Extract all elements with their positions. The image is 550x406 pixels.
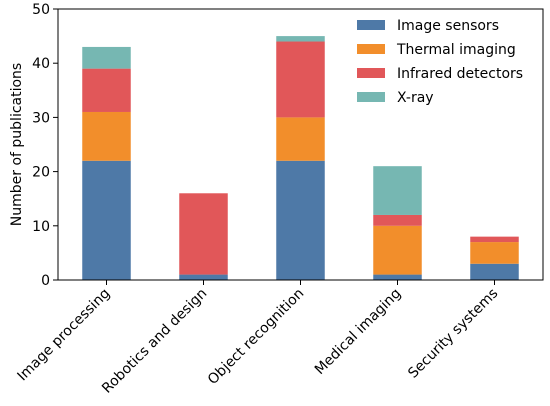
legend-swatch [357, 20, 385, 30]
legend-label: Image sensors [397, 18, 499, 34]
bar-segment-image-sensors-medical-imaging [373, 274, 422, 280]
legend: Image sensors Thermal imaging Infrared det… [357, 18, 523, 106]
legend-swatch [357, 68, 385, 78]
bar-segment-thermal-imaging-image-processing [82, 111, 131, 161]
x-tick-label: Object recognition [205, 286, 307, 388]
y-tick-label: 30 [32, 110, 50, 126]
bar-segment-x-ray-image-processing [82, 46, 131, 69]
y-axis-title: Number of publications [9, 63, 25, 226]
x-tick-label: Medical imaging [312, 286, 404, 378]
bar-segment-infrared-detectors-medical-imaging [373, 214, 422, 226]
bar-segment-infrared-detectors-security-systems [470, 236, 519, 243]
x-tick-label: Image processing [15, 286, 114, 385]
y-tick-label: 0 [41, 273, 50, 289]
bar-segment-x-ray-medical-imaging [373, 166, 422, 215]
y-tick-label: 20 [32, 165, 50, 181]
bar-segment-thermal-imaging-medical-imaging [373, 225, 422, 275]
legend-label: X-ray [397, 90, 434, 106]
y-tick-label: 40 [32, 56, 50, 72]
legend-swatch [357, 92, 385, 102]
bar-segment-infrared-detectors-object-recognition [276, 41, 325, 118]
legend-label: Infrared detectors [397, 66, 523, 82]
bar-segment-infrared-detectors-image-processing [82, 68, 131, 112]
bar-segment-image-sensors-robotics-and-design [179, 274, 228, 280]
legend-swatch [357, 44, 385, 54]
y-tick-label: 50 [32, 2, 50, 18]
x-tick-label: Security systems [405, 286, 501, 382]
x-tick-label: Robotics and design [99, 286, 210, 397]
bars-layer [82, 36, 519, 280]
y-tick-label: 10 [32, 219, 50, 235]
legend-label: Thermal imaging [396, 42, 516, 58]
bar-segment-thermal-imaging-object-recognition [276, 117, 325, 161]
bar-segment-image-sensors-image-processing [82, 160, 131, 280]
bar-segment-thermal-imaging-security-systems [470, 242, 519, 264]
bar-segment-infrared-detectors-robotics-and-design [179, 193, 228, 275]
bar-segment-x-ray-object-recognition [276, 36, 325, 42]
bar-segment-image-sensors-security-systems [470, 263, 519, 280]
bar-segment-image-sensors-object-recognition [276, 160, 325, 280]
